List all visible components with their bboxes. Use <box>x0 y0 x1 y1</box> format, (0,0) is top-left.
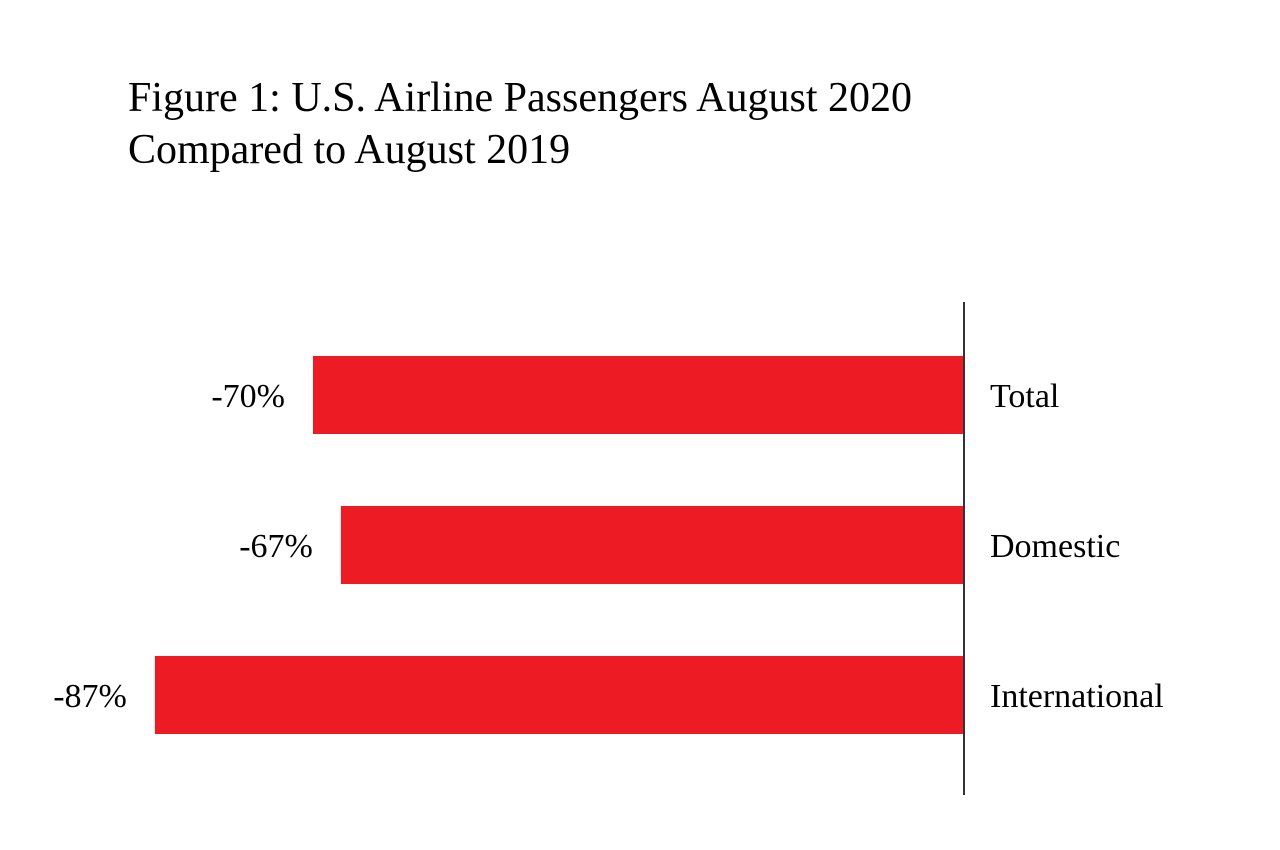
bars-layer <box>154 356 964 734</box>
chart-title: Figure 1: U.S. Airline Passengers August… <box>128 72 1128 176</box>
bar-total <box>313 356 964 434</box>
category-label-international: International <box>990 678 1164 715</box>
chart-title-line-2: Compared to August 2019 <box>128 127 571 173</box>
value-label-international: -87% <box>53 678 127 715</box>
category-label-total: Total <box>990 378 1059 415</box>
chart-title-line-1: Figure 1: U.S. Airline Passengers August… <box>128 75 912 121</box>
bar-domestic <box>340 506 964 584</box>
bar-international <box>154 656 964 734</box>
value-label-domestic: -67% <box>239 528 313 565</box>
labels-layer: -70% Total -67% Domestic -87% International <box>53 378 1163 715</box>
value-label-total: -70% <box>211 378 285 415</box>
category-label-domestic: Domestic <box>990 528 1120 565</box>
